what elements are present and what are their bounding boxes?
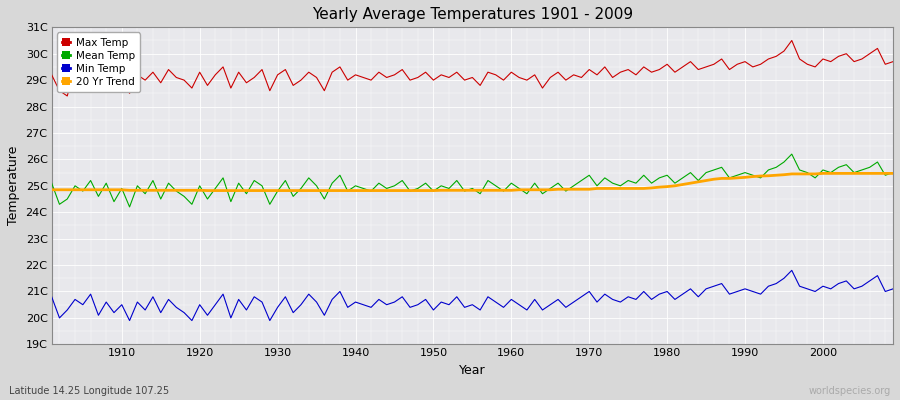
Y-axis label: Temperature: Temperature: [7, 146, 20, 226]
Title: Yearly Average Temperatures 1901 - 2009: Yearly Average Temperatures 1901 - 2009: [311, 7, 633, 22]
Text: Latitude 14.25 Longitude 107.25: Latitude 14.25 Longitude 107.25: [9, 386, 169, 396]
X-axis label: Year: Year: [459, 364, 486, 377]
Legend: Max Temp, Mean Temp, Min Temp, 20 Yr Trend: Max Temp, Mean Temp, Min Temp, 20 Yr Tre…: [57, 32, 140, 92]
Text: worldspecies.org: worldspecies.org: [809, 386, 891, 396]
